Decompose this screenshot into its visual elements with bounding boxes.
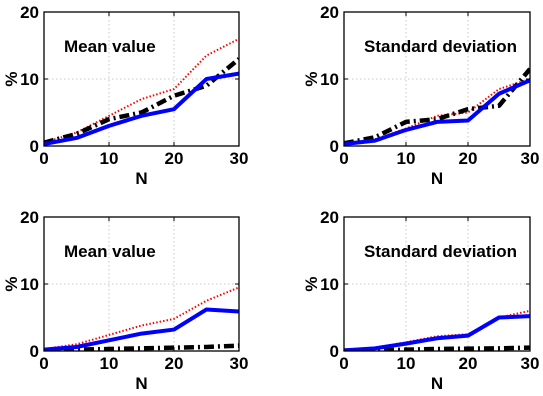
y-tick-label: 0 xyxy=(30,137,39,156)
x-axis-label: N xyxy=(135,374,147,393)
y-tick-label: 0 xyxy=(30,342,39,361)
x-tick-label: 20 xyxy=(459,149,478,168)
x-tick-label: 0 xyxy=(339,149,348,168)
x-tick-label: 0 xyxy=(39,149,48,168)
x-tick-label: 20 xyxy=(165,354,184,373)
x-tick-label: 30 xyxy=(521,354,540,373)
series-line-dashdot xyxy=(344,345,530,351)
y-tick-label: 20 xyxy=(320,3,339,22)
y-tick-label: 20 xyxy=(20,208,39,227)
x-tick-label: 0 xyxy=(339,354,348,373)
chart-panel-top-right: 0 10 20 30 0 10 20 Standard deviation N % xyxy=(302,3,539,188)
chart-panel-bottom-left: 0 10 20 30 0 10 20 Mean value N % xyxy=(2,208,248,393)
chart-panel-top-left: 0 10 20 30 0 10 20 Mean value N % xyxy=(2,3,248,188)
x-tick-label: 10 xyxy=(100,354,119,373)
series-line-dashdot xyxy=(44,343,239,351)
y-tick-label: 10 xyxy=(20,70,39,89)
y-tick-label: 0 xyxy=(330,137,339,156)
x-tick-label: 30 xyxy=(230,149,249,168)
chart-annotation: Mean value xyxy=(64,242,156,261)
y-axis-label: % xyxy=(2,276,21,291)
series-line-solid xyxy=(344,314,530,351)
x-tick-label: 0 xyxy=(39,354,48,373)
y-axis-label: % xyxy=(302,71,321,86)
chart-annotation: Standard deviation xyxy=(364,242,517,261)
series-line-solid xyxy=(44,307,239,351)
series-line-solid xyxy=(344,78,530,146)
series-line-solid xyxy=(44,71,239,146)
x-tick-label: 10 xyxy=(397,149,416,168)
series-line-dotted xyxy=(44,286,239,350)
x-axis-label: N xyxy=(431,374,443,393)
chart-annotation: Mean value xyxy=(64,37,156,56)
y-axis-label: % xyxy=(302,276,321,291)
y-tick-label: 10 xyxy=(320,70,339,89)
series-line-dashdot xyxy=(44,57,239,145)
x-tick-label: 20 xyxy=(165,149,184,168)
y-tick-label: 20 xyxy=(20,3,39,22)
x-tick-label: 10 xyxy=(100,149,119,168)
y-tick-label: 10 xyxy=(320,275,339,294)
series-line-dashdot xyxy=(344,67,530,146)
y-tick-label: 0 xyxy=(330,342,339,361)
x-tick-label: 20 xyxy=(459,354,478,373)
y-axis-label: % xyxy=(2,71,21,86)
x-tick-label: 30 xyxy=(521,149,540,168)
chart-panel-bottom-right: 0 10 20 30 0 10 20 Standard deviation N % xyxy=(302,208,539,393)
y-tick-label: 10 xyxy=(20,275,39,294)
x-axis-label: N xyxy=(431,169,443,188)
x-tick-label: 30 xyxy=(230,354,249,373)
y-tick-label: 20 xyxy=(320,208,339,227)
x-axis-label: N xyxy=(135,169,147,188)
x-tick-label: 10 xyxy=(397,354,416,373)
chart-annotation: Standard deviation xyxy=(364,37,517,56)
series-line-dotted xyxy=(344,78,530,145)
